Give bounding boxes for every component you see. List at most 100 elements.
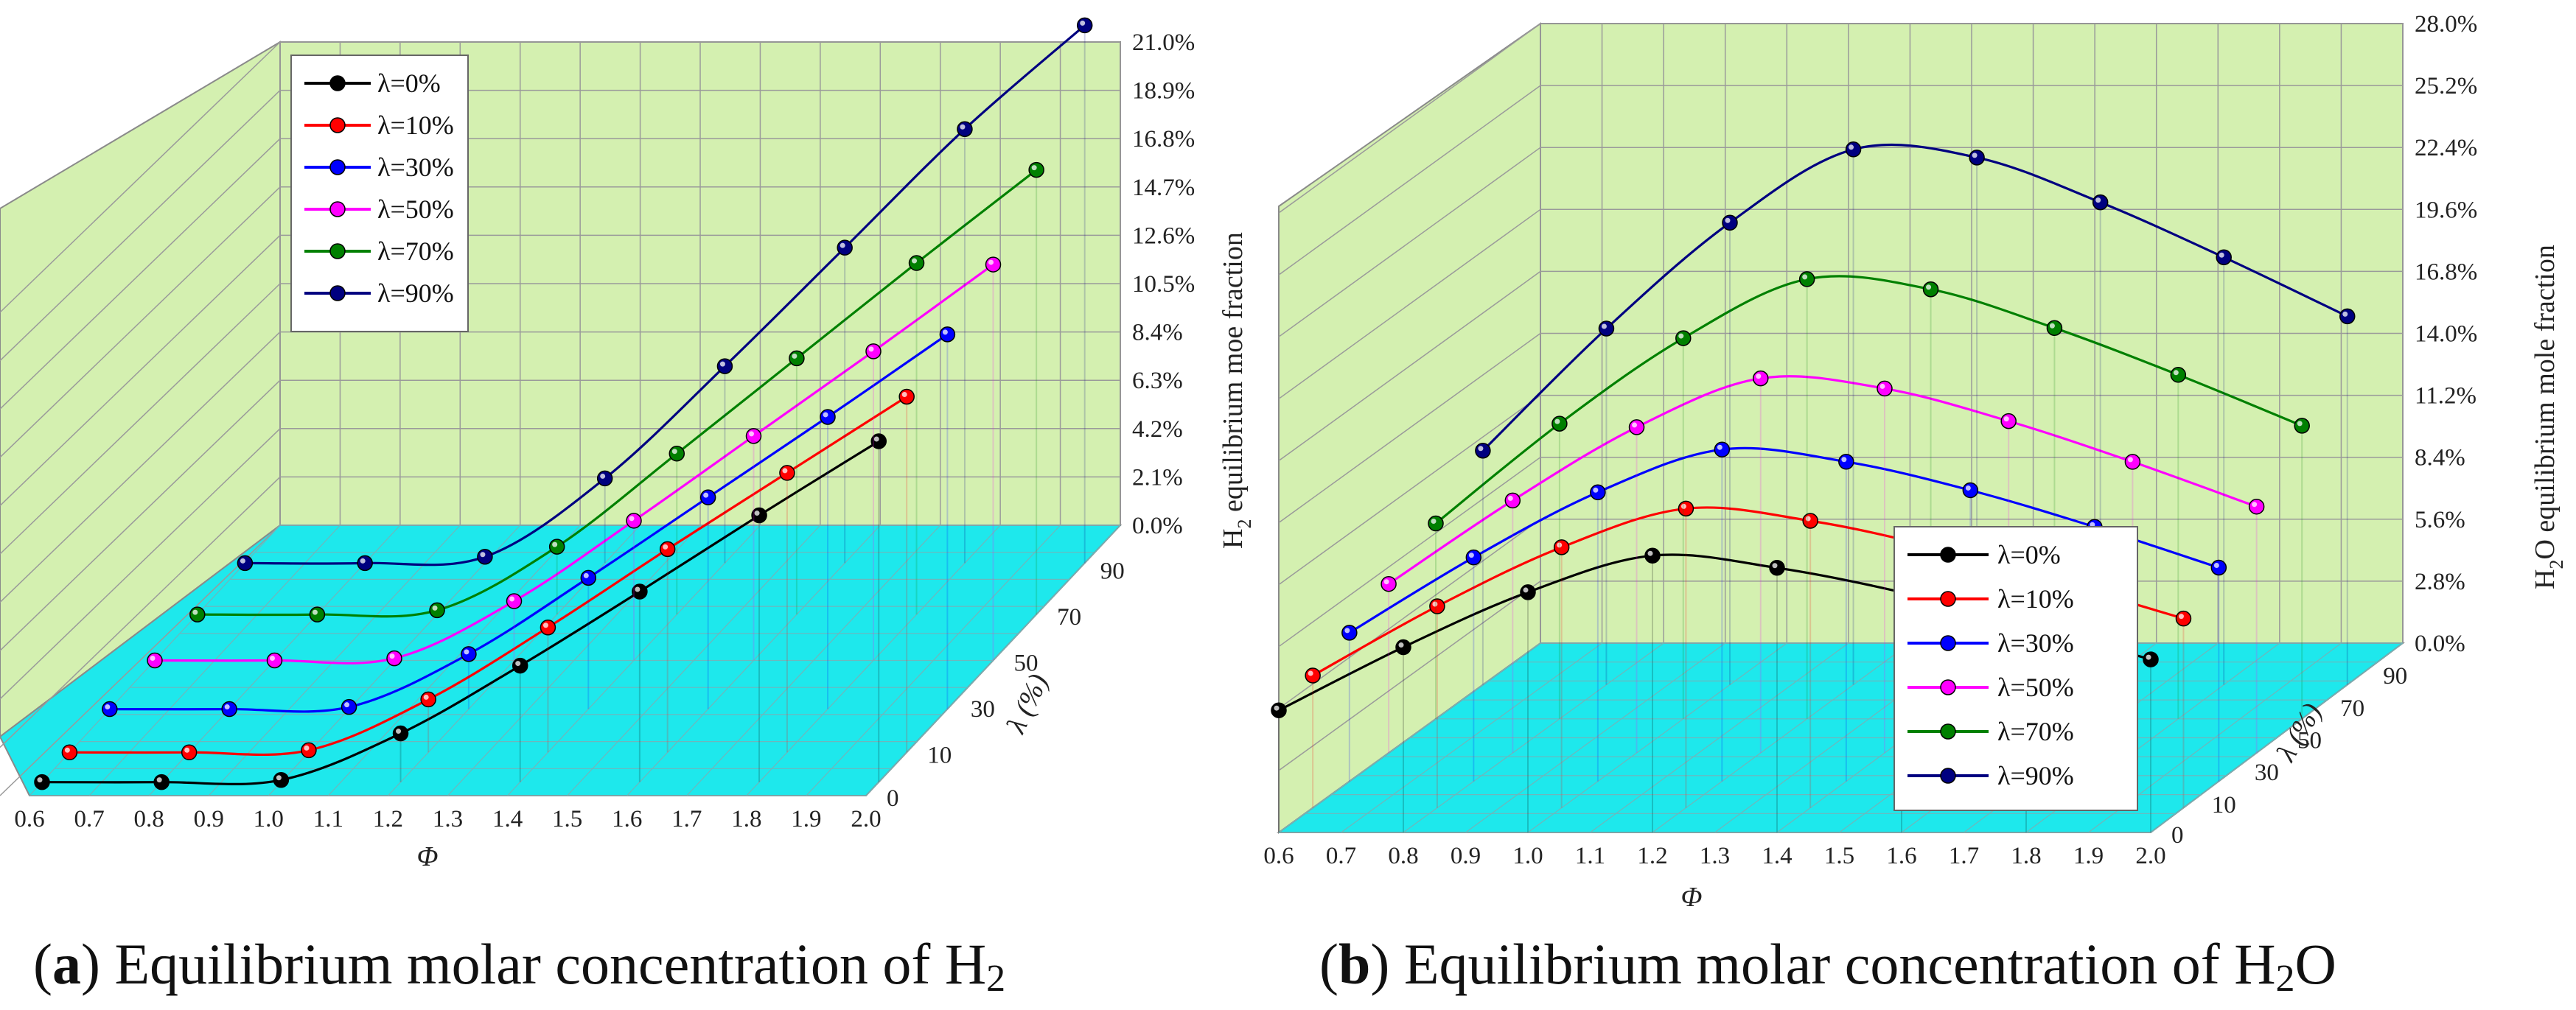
data-point [2124, 454, 2141, 470]
z-tick-label: 0.0% [1132, 513, 1183, 539]
z-tick-label: 5.6% [2415, 507, 2465, 533]
data-point-highlight [2003, 416, 2009, 422]
legend-marker [1940, 768, 1956, 784]
data-point [1678, 500, 1694, 517]
data-point-highlight [912, 258, 918, 264]
data-point-highlight [312, 609, 318, 615]
x-tick-label: 1.4 [492, 806, 523, 832]
data-point-highlight [224, 704, 230, 710]
legend-label: λ=50% [377, 194, 454, 224]
x-tick-label: 1.3 [433, 806, 463, 832]
data-point-highlight [1802, 274, 1808, 280]
data-point-highlight [2297, 421, 2303, 427]
data-point [461, 646, 477, 662]
z-tick-label: 14.0% [2415, 321, 2477, 348]
legend-marker [1940, 723, 1956, 740]
data-point [357, 555, 373, 572]
data-point-highlight [2219, 252, 2224, 258]
x-tick-label: 1.0 [254, 806, 284, 832]
left-gridline [1278, 457, 1541, 648]
data-point [1769, 560, 1785, 576]
data-point [1465, 549, 1482, 566]
data-point [1076, 17, 1093, 34]
lambda-tick-label: 50 [2297, 728, 2322, 754]
data-point [1675, 330, 1692, 346]
data-point-highlight [2178, 614, 2184, 620]
left-gridline [1278, 23, 1541, 214]
data-point-highlight [389, 653, 395, 659]
data-point-highlight [782, 468, 788, 474]
data-point-highlight [2146, 654, 2151, 660]
data-point-highlight [1478, 446, 1484, 452]
left-gridline [0, 41, 281, 313]
z-tick-label: 12.6% [1132, 222, 1195, 249]
series-line [41, 440, 880, 786]
z-tick-labels: 0.0% 2.8% 5.6% 8.4% 11.2% 14.0% 16.8% 19.6% 22.4… [2415, 11, 2477, 657]
data-point [1271, 702, 1287, 718]
x-tick-label: 1.2 [1637, 843, 1667, 869]
legend-marker [329, 243, 346, 259]
data-point-highlight [2095, 197, 2101, 203]
data-point-highlight [344, 702, 350, 708]
data-point-highlight [432, 605, 438, 611]
data-point [820, 409, 836, 425]
z-tick-label: 10.5% [1132, 271, 1195, 298]
data-point [189, 606, 206, 623]
data-point-highlight [1507, 495, 1513, 501]
z-tick-label: 11.2% [2415, 383, 2476, 410]
series-line [154, 263, 994, 664]
data-point-highlight [1725, 217, 1731, 223]
data-point-highlight [192, 609, 198, 615]
data-point-highlight [1965, 485, 1971, 491]
data-point-highlight [663, 544, 669, 550]
data-point [1395, 639, 1411, 656]
data-point [1722, 214, 1738, 231]
series-curves [34, 17, 1093, 790]
legend-marker [1940, 547, 1956, 563]
x-tick-label: 1.5 [1824, 843, 1854, 869]
data-point-highlight [240, 558, 245, 564]
data-point [341, 698, 357, 715]
x-tick-label: 1.6 [612, 806, 642, 832]
data-point-highlight [1717, 444, 1722, 450]
z-tick-label: 18.9% [1132, 78, 1195, 105]
data-point [779, 465, 795, 481]
data-point [2143, 651, 2159, 667]
x-tick-labels: 0.6 0.7 0.8 0.9 1.0 1.1 1.2 1.3 1.4 1.5 1.6 1.7 1.8 1… [1263, 843, 2165, 869]
series-line [1388, 375, 2258, 586]
z-tick-label: 6.3% [1132, 368, 1183, 394]
data-point [1504, 492, 1521, 509]
z-tick-label: 16.8% [1132, 126, 1195, 152]
data-point-highlight [1274, 705, 1280, 711]
z-tick-label: 22.4% [2415, 135, 2477, 161]
left-gridline [1278, 581, 1541, 771]
data-point-highlight [600, 473, 606, 479]
series-line [197, 169, 1038, 618]
data-point-highlight [2213, 562, 2219, 568]
legend-label: λ=70% [377, 236, 454, 266]
data-point-highlight [2090, 522, 2095, 527]
data-point [1598, 320, 1615, 337]
data-point-highlight [988, 259, 994, 265]
data-point-highlight [1841, 457, 1847, 463]
data-point [1590, 484, 1606, 500]
data-point [1429, 598, 1445, 614]
z-tick-label: 21.0% [1132, 29, 1195, 56]
data-point [2339, 308, 2356, 325]
data-point [273, 772, 290, 788]
z-tick-label: 2.8% [2415, 569, 2465, 595]
data-point [1520, 584, 1536, 600]
data-point-highlight [1756, 374, 1762, 379]
x-tick-label: 1.7 [1949, 843, 1979, 869]
left-gridline [1278, 147, 1541, 337]
left-gridline [1278, 85, 1541, 276]
data-point-highlight [1680, 503, 1686, 509]
data-point-highlight [360, 558, 366, 564]
x-tick-label: 0.9 [1451, 843, 1481, 869]
left-gridline [0, 332, 281, 603]
data-point-highlight [840, 242, 845, 248]
x-tick-label: 1.5 [552, 806, 582, 832]
data-point-highlight [2342, 311, 2348, 317]
x-tick-label: 0.8 [134, 806, 164, 832]
data-point [1551, 415, 1568, 432]
